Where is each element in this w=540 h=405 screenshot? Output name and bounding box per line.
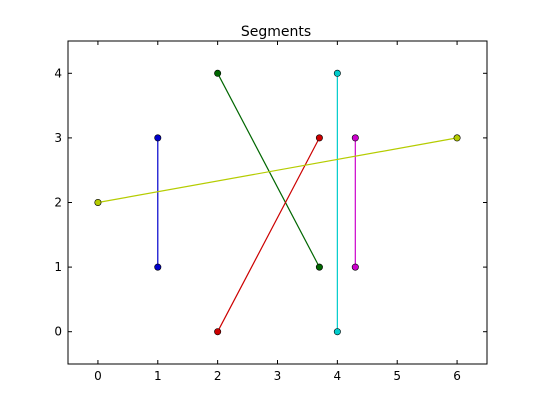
- x-tick-label: 3: [274, 369, 282, 383]
- segment-6-point-2: [453, 134, 461, 142]
- y-tick-label: 2: [54, 196, 62, 210]
- x-tick-label: 2: [214, 369, 222, 383]
- y-tick-label: 1: [54, 260, 62, 274]
- segment-3-point-1: [214, 328, 222, 336]
- segment-5-point-2: [351, 134, 359, 142]
- segment-1-point-2: [154, 134, 162, 142]
- segment-4-point-2: [333, 69, 341, 77]
- segment-2-point-1: [214, 69, 222, 77]
- segment-4-point-1: [333, 328, 341, 336]
- segment-6-point-1: [94, 199, 102, 207]
- axes-frame: [67, 40, 488, 365]
- segment-2-point-2: [315, 263, 323, 271]
- y-tick-label: 4: [54, 66, 62, 80]
- segment-line-2: [217, 73, 320, 268]
- y-tick-label: 0: [54, 325, 62, 339]
- chart-title: Segments: [241, 24, 311, 40]
- x-tick-label: 1: [154, 369, 162, 383]
- x-tick-label: 5: [393, 369, 401, 383]
- segment-line-3: [217, 137, 320, 332]
- segment-1-point-1: [154, 263, 162, 271]
- segment-5-point-1: [351, 263, 359, 271]
- plot-area: 0 1 2 3 4 5 6 0 1 2 3 4: [54, 40, 488, 383]
- y-tick-label: 3: [54, 131, 62, 145]
- segment-3-point-2: [315, 134, 323, 142]
- x-tick-label: 4: [334, 369, 342, 383]
- segment-line-6: [97, 137, 458, 204]
- x-tick-label: 6: [453, 369, 461, 383]
- x-tick-label: 0: [94, 369, 102, 383]
